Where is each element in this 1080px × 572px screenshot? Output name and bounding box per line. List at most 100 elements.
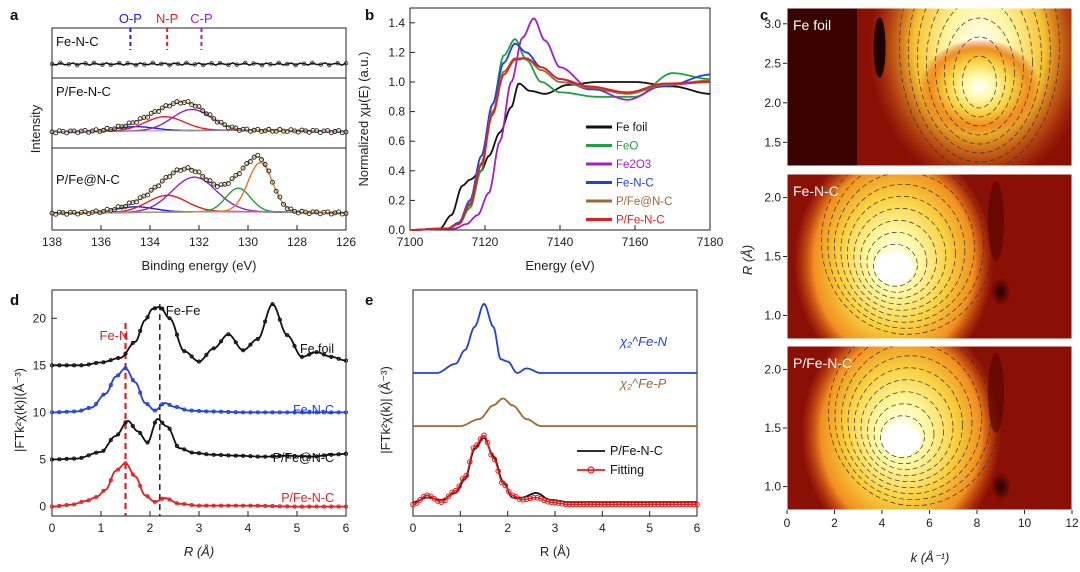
data-point: [268, 62, 273, 67]
data-point: [288, 206, 294, 212]
plot-frame-e: [412, 289, 698, 517]
y-tick-label-d: 20: [33, 311, 47, 325]
y-tick-label-c: 2.0: [764, 362, 781, 376]
data-point: [318, 62, 323, 67]
data-point: [301, 61, 307, 66]
data-point: [552, 499, 558, 506]
data-point: [100, 127, 106, 133]
data-point: [138, 328, 143, 334]
data-point: [49, 363, 55, 368]
contour-line: [953, 36, 1006, 118]
data-point: [217, 60, 223, 66]
data-point: [435, 498, 441, 504]
data-point: [200, 62, 206, 68]
data-point: [329, 504, 334, 509]
panel-label-c: c: [760, 7, 768, 24]
data-point: [477, 436, 484, 442]
data-point: [277, 453, 282, 458]
bond-marker-label: O-P: [119, 11, 142, 26]
data-point: [116, 355, 121, 361]
data-point: [94, 495, 99, 500]
data-point: [101, 392, 106, 397]
data-point: [626, 501, 633, 508]
data-point: [182, 447, 187, 452]
data-point: [270, 454, 275, 459]
data-point: [665, 501, 672, 508]
data-point: [86, 453, 91, 458]
contour-line: [926, 8, 1033, 145]
data-point: [123, 203, 128, 209]
data-point: [263, 454, 268, 459]
plot-frame-a: [51, 27, 347, 231]
data-point: [343, 60, 349, 66]
data-point: [200, 108, 206, 114]
data-point: [336, 410, 341, 415]
data-point: [207, 112, 213, 118]
data-point: [233, 453, 238, 458]
data-point: [79, 408, 84, 413]
data-point: [329, 410, 334, 415]
series-line: [52, 418, 346, 461]
contour-line: [935, 8, 1024, 136]
data-point: [116, 373, 121, 378]
data-point: [91, 60, 97, 66]
data-point: [160, 306, 165, 311]
contour-line: [854, 367, 963, 483]
panel-b-xanes: 7100 7120 7140 7160 7180 0.0 0.2 0.4 0.6 0.8 1.0 1.…: [356, 7, 724, 273]
data-point: [310, 60, 315, 66]
contour-line: [908, 8, 1051, 163]
data-point: [327, 62, 332, 68]
heatmap-dark-band: [988, 352, 1004, 433]
data-point: [204, 503, 209, 508]
data-point: [541, 497, 548, 504]
data-point: [255, 126, 261, 132]
data-point: [49, 504, 55, 509]
data-point: [94, 450, 99, 455]
y-tick-label-c: 1.0: [764, 308, 781, 322]
data-point: [204, 352, 209, 358]
x-tick-label-e: 4: [599, 521, 606, 535]
data-point: [152, 306, 157, 311]
contour-line: [917, 8, 1042, 154]
data-point: [185, 99, 191, 105]
data-point: [226, 409, 231, 414]
data-point: [72, 409, 77, 414]
data-point: [251, 154, 257, 160]
data-point: [218, 452, 224, 458]
data-point: [242, 60, 248, 66]
data-point: [336, 452, 341, 457]
data-point: [196, 451, 202, 456]
contour-line: [873, 243, 918, 287]
series-label: Fe-N-C: [293, 403, 334, 417]
data-point: [285, 61, 290, 67]
series-label: P/Fe-N-C: [281, 491, 334, 505]
data-point: [456, 483, 462, 490]
data-point: [108, 478, 113, 483]
x-tick-label-d: 5: [294, 521, 301, 535]
data-point: [196, 104, 202, 109]
data-point: [209, 61, 214, 66]
data-point: [270, 504, 275, 509]
fit-component: [52, 115, 347, 133]
data-point: [196, 408, 202, 414]
data-point: [248, 454, 253, 459]
contour-line: [840, 183, 966, 317]
y-tick-label-c: 2.0: [764, 191, 781, 205]
data-point: [299, 454, 304, 459]
data-point: [343, 358, 349, 363]
data-point: [159, 178, 165, 184]
data-point: [170, 170, 176, 176]
legend-label: Fe foil: [616, 122, 647, 134]
y-axis-label-e: |FTk²χ(k)| (Å⁻³): [378, 366, 393, 454]
contour-line: [847, 355, 973, 489]
data-point: [683, 501, 690, 508]
heatmap-frame: [786, 7, 1073, 167]
data-point: [488, 451, 494, 458]
y-tick-label-b: 0.6: [388, 134, 405, 148]
data-point: [79, 499, 84, 504]
data-point: [277, 317, 282, 322]
data-point: [108, 358, 113, 363]
data-point: [233, 340, 238, 345]
y-tick-label-d: 15: [33, 358, 47, 372]
data-point: [623, 501, 629, 508]
